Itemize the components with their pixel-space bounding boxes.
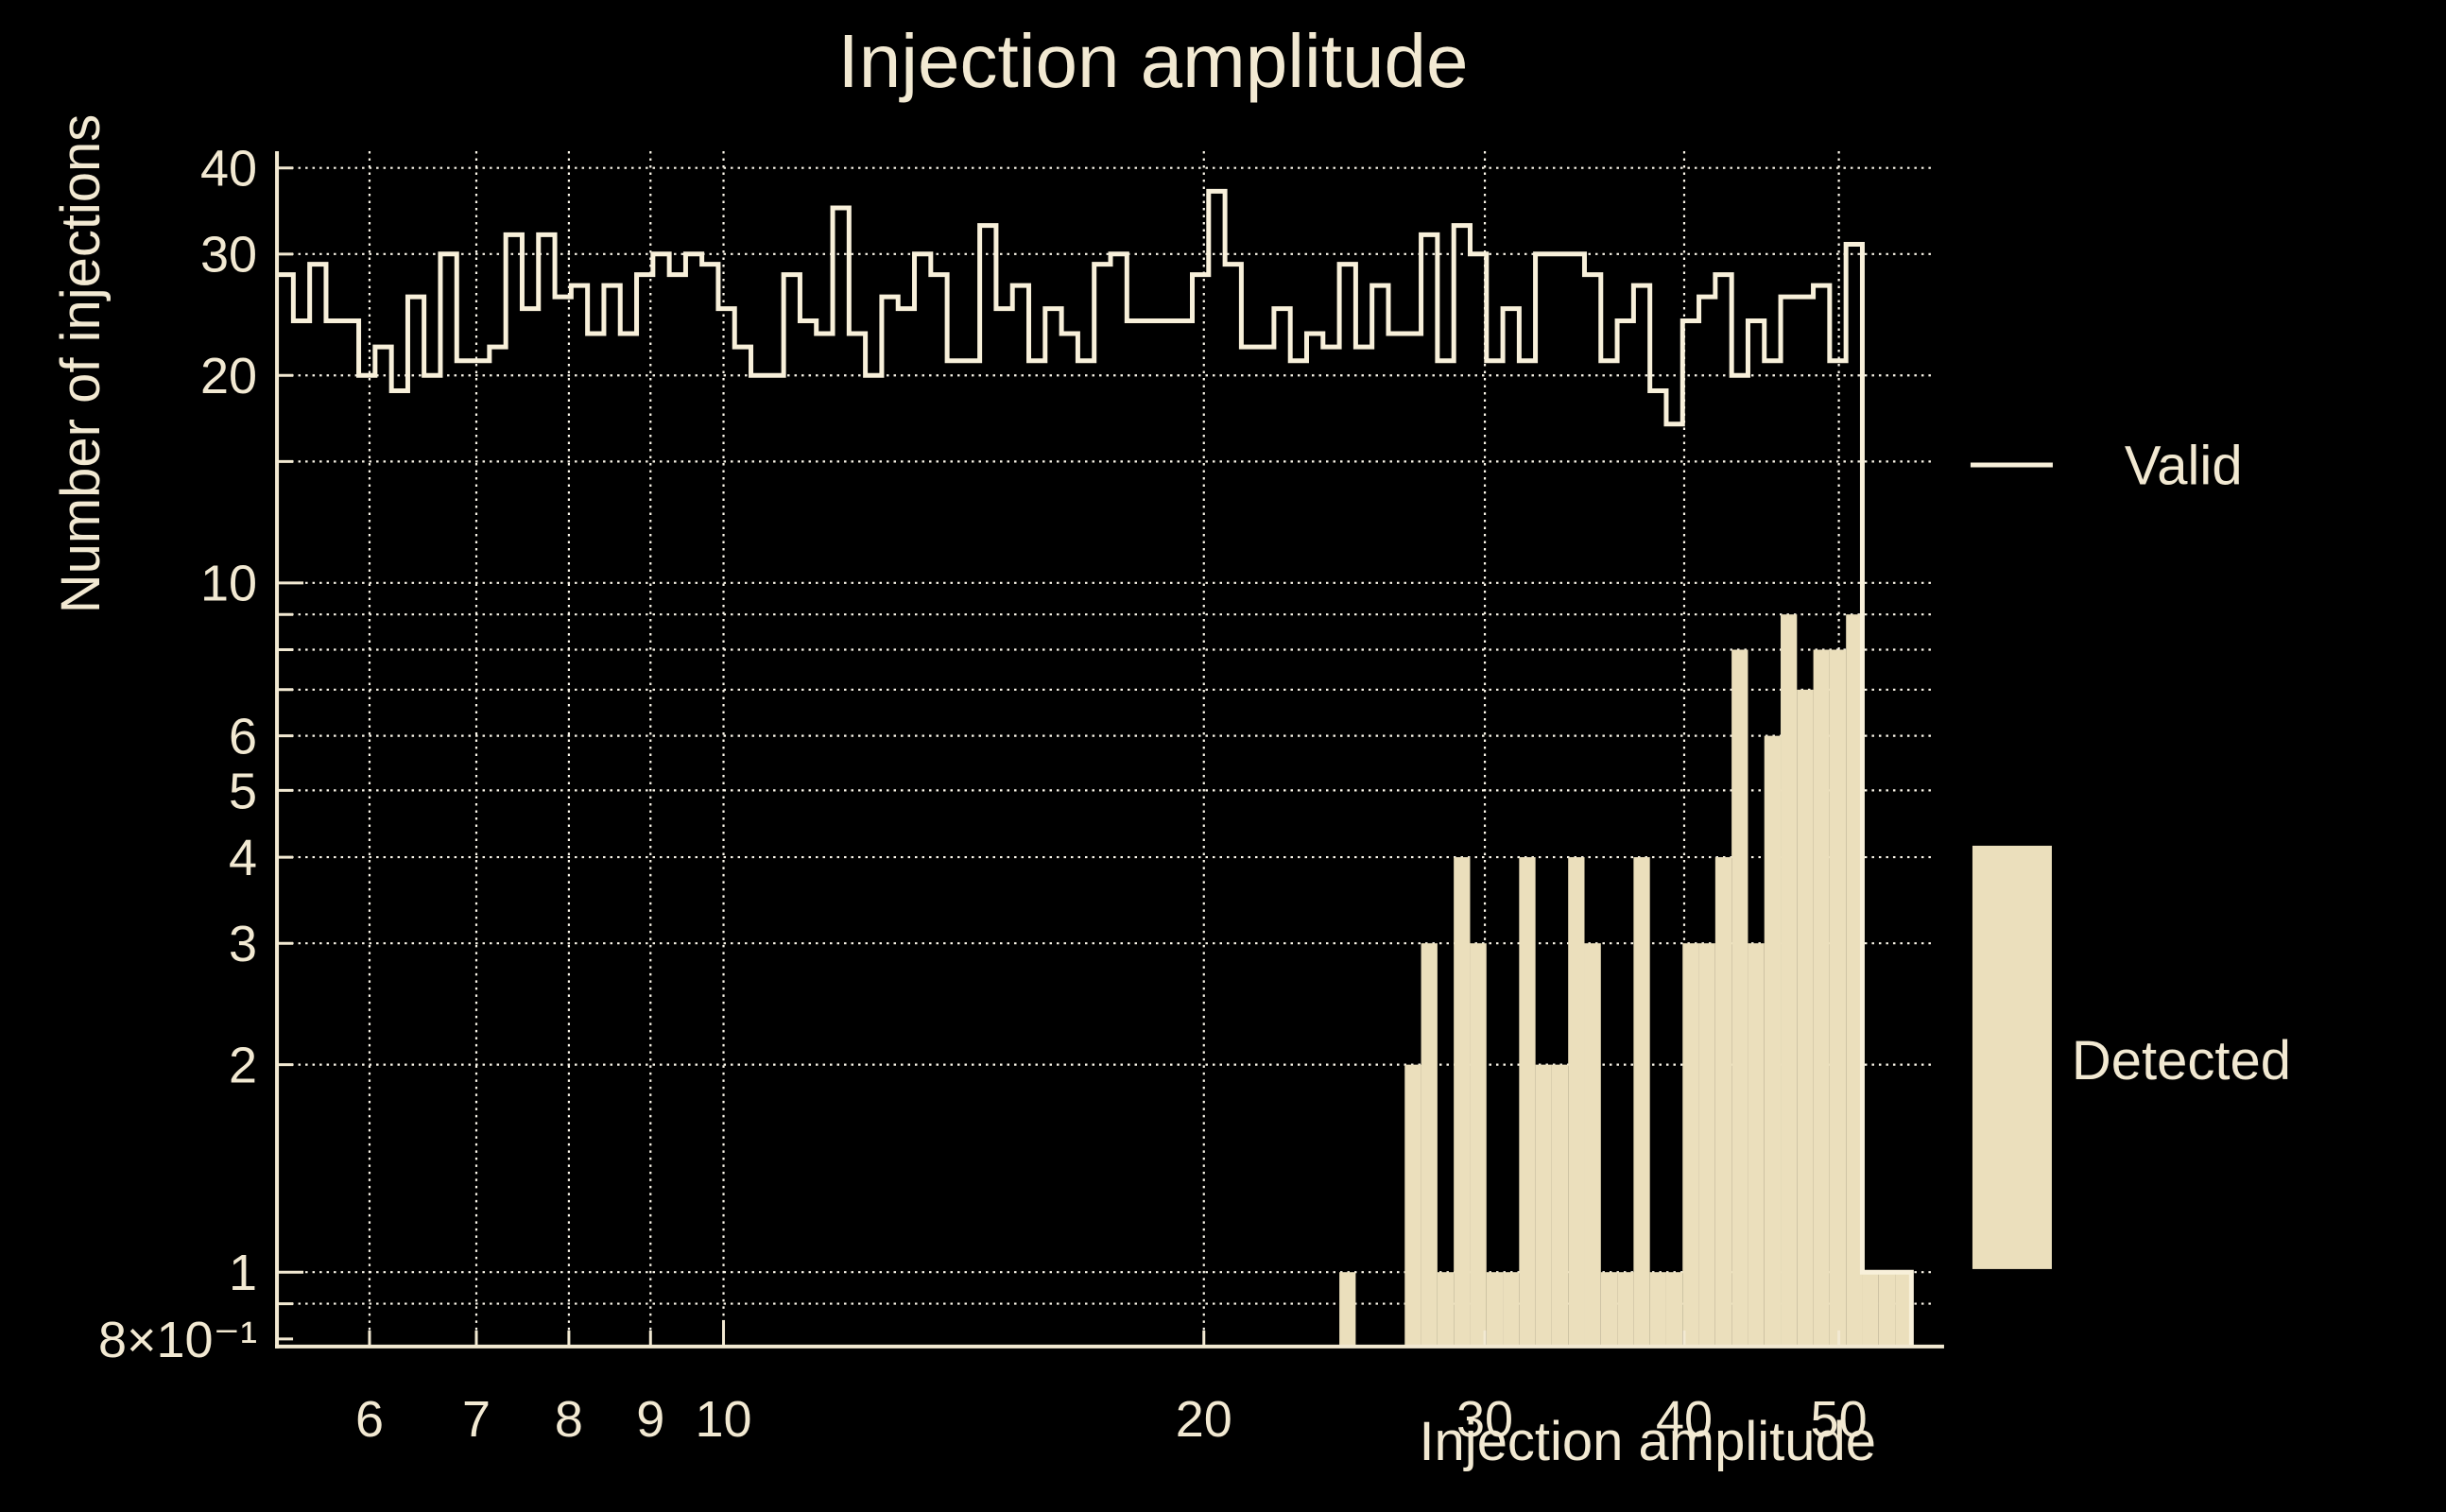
legend-detected-label: Detected [2072,1031,2291,1091]
detected-bar [1437,1272,1455,1347]
detected-bar [1665,1272,1683,1347]
detected-bar [1535,1064,1552,1347]
detected-bar [1748,943,1765,1347]
detected-bar [1454,857,1471,1347]
detected-bar [1813,649,1830,1347]
detected-bar [1714,857,1732,1347]
detected-bar [1519,857,1536,1347]
detected-bar [1829,649,1847,1347]
detected-bar [1568,857,1585,1347]
detected-bar [1682,943,1699,1347]
valid-histogram-path [277,188,1914,1347]
tick-marks [277,166,1841,1347]
detected-bar [1895,1272,1912,1347]
legend: Valid Detected [1970,436,2291,1269]
axes-layer [275,150,1944,1349]
x-tick-label: 30 [1456,1391,1513,1448]
detected-bar [1339,1272,1356,1347]
valid-step-line [277,188,1914,1347]
detected-bar [1421,943,1438,1347]
y-tick-label: 30 [200,227,257,284]
detected-bar [1600,1272,1618,1347]
y-tick-label: 40 [200,141,257,198]
detected-bar [1698,943,1715,1347]
x-axis-label: Injection amplitude [1419,1412,1876,1472]
y-tick-label: 8×10⁻¹ [98,1312,257,1368]
y-tick-label: 3 [229,916,257,972]
chart-title: Injection amplitude [838,19,1469,103]
detected-bar [1781,614,1798,1347]
legend-valid-label: Valid [2125,436,2243,496]
x-tick-label: 10 [695,1391,751,1448]
detected-bar [1862,1272,1879,1347]
y-tick-label: 5 [229,763,257,819]
detected-bar [1797,689,1814,1347]
x-tick-label: 20 [1176,1391,1232,1448]
y-tick-label: 1 [229,1245,257,1301]
detected-bar [1878,1272,1896,1347]
y-tick-label: 20 [200,348,257,404]
y-tick-label: 10 [200,556,257,612]
x-tick-label: 9 [636,1391,664,1448]
detected-bar [1486,1272,1504,1347]
y-axis-label: Number of injections [51,114,112,614]
x-tick-label: 6 [355,1391,384,1448]
detected-bar [1503,1272,1520,1347]
detected-bars [1339,614,1912,1347]
y-tick-label: 6 [229,709,257,765]
x-tick-label: 7 [462,1391,491,1448]
detected-bar [1617,1272,1634,1347]
detected-bar [1633,857,1650,1347]
detected-bar [1649,1272,1666,1347]
y-tick-label: 4 [229,830,257,886]
detected-bar [1846,614,1863,1347]
detected-bar [1584,943,1601,1347]
detected-bar [1404,1064,1421,1347]
detected-bar [1731,649,1748,1347]
detected-bar [1764,735,1782,1347]
x-tick-label: 50 [1811,1391,1868,1448]
y-tick-label: 2 [229,1038,257,1094]
x-tick-label: 40 [1656,1391,1713,1448]
detected-bar [1551,1064,1569,1347]
x-tick-label: 8 [555,1391,583,1448]
legend-detected-fill-swatch [1972,845,2052,1269]
detected-bar [1470,943,1487,1347]
